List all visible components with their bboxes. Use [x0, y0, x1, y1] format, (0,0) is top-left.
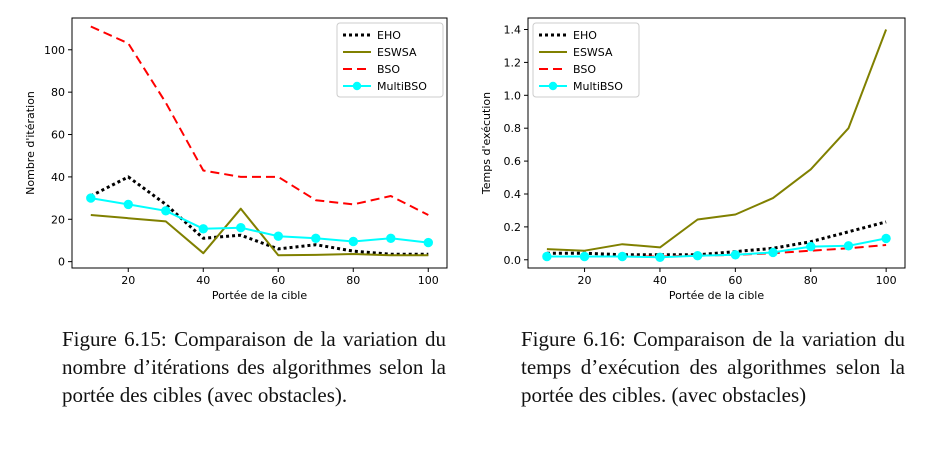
data-point-multibso — [806, 241, 816, 252]
y-tick-label: 40 — [51, 171, 65, 184]
data-point-multibso — [881, 233, 891, 244]
data-point-multibso — [423, 237, 433, 248]
legend: EHO ESWSA BSO MultiBSO — [336, 22, 444, 98]
legend-label-eswsa: ESWSA — [573, 46, 613, 59]
legend-label-multibso: MultiBSO — [377, 80, 427, 93]
plot-area-frame — [527, 17, 906, 269]
y-tick-label: 1.4 — [504, 24, 522, 37]
x-tick-label: 20 — [121, 274, 135, 287]
legend: EHO ESWSA BSO MultiBSO — [532, 22, 640, 98]
x-tick-label: 100 — [876, 274, 897, 287]
data-point-multibso — [386, 233, 396, 244]
data-point-multibso — [542, 251, 552, 262]
data-point-multibso — [348, 236, 358, 247]
data-point-multibso — [161, 206, 171, 216]
x-tick-label: 40 — [653, 274, 667, 287]
data-point-multibso — [617, 251, 627, 262]
data-point-multibso — [273, 231, 283, 241]
series-line-multibso — [90, 197, 429, 244]
y-tick-label: 80 — [51, 86, 65, 99]
legend-label-bso: BSO — [573, 63, 596, 76]
data-point-multibso — [730, 250, 741, 260]
legend-label-eswsa: ESWSA — [377, 46, 417, 59]
legend-label-eho: EHO — [377, 29, 401, 42]
legend-label-eho: EHO — [573, 29, 597, 42]
y-tick-label: 0.2 — [504, 221, 522, 234]
figure-caption-6-15: Figure 6.15: Comparaison de la variation… — [62, 327, 446, 407]
data-point-multibso — [311, 233, 321, 244]
y-tick-label: 0.6 — [504, 155, 522, 168]
x-tick-label: 80 — [346, 274, 360, 287]
legend-label-bso: BSO — [377, 63, 400, 76]
data-point-multibso — [843, 241, 854, 251]
series-line-multibso — [546, 237, 887, 259]
data-point-multibso — [236, 223, 246, 233]
legend-box — [532, 22, 640, 98]
y-tick-label: 100 — [44, 44, 65, 57]
data-point-multibso — [655, 252, 665, 262]
series-line-bso — [90, 25, 429, 216]
y-tick-label: 1.0 — [504, 89, 522, 102]
data-point-multibso — [579, 251, 590, 262]
x-tick-label: 100 — [418, 274, 439, 287]
series-line-eho — [546, 220, 887, 257]
x-axis-label: Portée de la cible — [212, 289, 308, 302]
x-tick-label: 80 — [804, 274, 818, 287]
y-axis-label: Nombre d'itération — [24, 91, 37, 195]
data-point-multibso — [768, 247, 778, 258]
data-point-multibso — [123, 199, 134, 210]
legend-box — [336, 22, 444, 98]
data-point-multibso — [86, 193, 96, 203]
y-tick-label: 20 — [51, 213, 65, 226]
x-tick-label: 40 — [196, 274, 210, 287]
data-point-multibso — [198, 224, 209, 234]
y-tick-label: 0 — [58, 256, 65, 269]
x-tick-label: 60 — [271, 274, 285, 287]
y-tick-label: 0.0 — [504, 254, 522, 267]
chart-execution-time: 20 40 60 80 100 0.0 0.2 0.4 0.6 0.8 1.0 1.2 1.4 Porté… — [480, 17, 906, 302]
series-line-eswsa — [546, 29, 888, 252]
y-axis-label: Temps d'exécution — [480, 92, 493, 195]
figure-caption-6-16: Figure 6.16: Comparaison de la variation… — [521, 327, 905, 407]
x-tick-label: 20 — [578, 274, 592, 287]
y-tick-label: 0.8 — [504, 122, 522, 135]
y-tick-label: 60 — [51, 129, 65, 142]
legend-marker-multibso — [548, 81, 558, 91]
series-line-eho — [90, 175, 429, 256]
data-point-multibso — [692, 251, 703, 261]
y-tick-label: 0.4 — [504, 188, 522, 201]
legend-label-multibso: MultiBSO — [573, 80, 623, 93]
legend-marker-multibso — [352, 81, 362, 91]
x-axis-label: Portée de la cible — [669, 289, 765, 302]
y-tick-label: 1.2 — [504, 56, 522, 69]
x-tick-label: 60 — [728, 274, 742, 287]
plot-area-frame — [71, 17, 448, 269]
chart-iterations: 20 40 60 80 100 0 20 40 60 80 100 Portée de la cibl… — [24, 17, 448, 302]
